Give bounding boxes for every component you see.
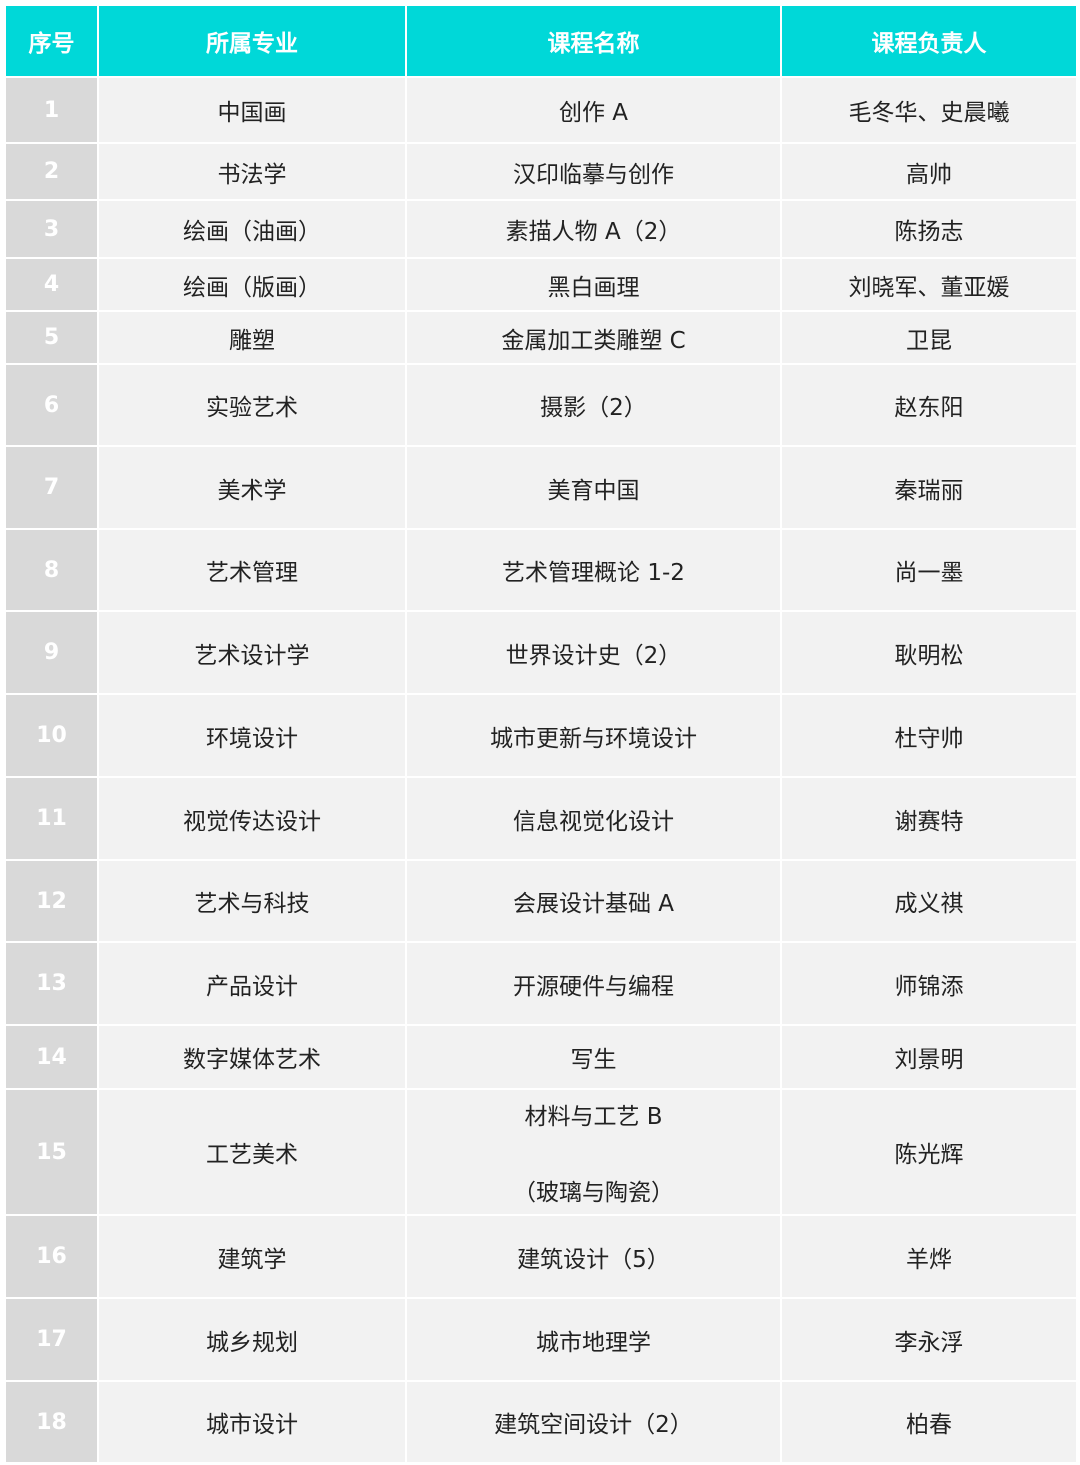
major-cell: 艺术管理 (97, 528, 407, 612)
lead-cell: 成义祺 (780, 859, 1078, 943)
lead-cell: 陈扬志 (780, 199, 1078, 259)
row-index: 5 (4, 310, 99, 365)
lead-cell: 柏春 (780, 1380, 1078, 1464)
lead-cell: 陈光辉 (780, 1088, 1078, 1216)
lead-cell: 毛冬华、史晨曦 (780, 76, 1078, 144)
lead-cell: 尚一墨 (780, 528, 1078, 612)
major-cell: 雕塑 (97, 310, 407, 365)
lead-cell: 师锦添 (780, 941, 1078, 1026)
table-row: 16 建筑学 建筑设计（5） 羊烨 (4, 1214, 1078, 1299)
course-line-2: （玻璃与陶瓷） (513, 1180, 674, 1206)
major-cell: 工艺美术 (97, 1088, 407, 1216)
row-index: 18 (4, 1380, 99, 1464)
major-cell: 城乡规划 (97, 1297, 407, 1382)
row-index: 2 (4, 142, 99, 201)
course-line-1: 材料与工艺 B (524, 1104, 663, 1130)
table-row: 15 工艺美术 材料与工艺 B （玻璃与陶瓷） 陈光辉 (4, 1088, 1078, 1216)
row-index: 14 (4, 1024, 99, 1090)
header-major: 所属专业 (97, 4, 407, 78)
course-cell: 世界设计史（2） (405, 610, 782, 695)
table-row: 11 视觉传达设计 信息视觉化设计 谢赛特 (4, 776, 1078, 861)
major-cell: 绘画（版画） (97, 257, 407, 312)
major-cell: 建筑学 (97, 1214, 407, 1299)
header-lead: 课程负责人 (780, 4, 1078, 78)
course-cell: 创作 A (405, 76, 782, 144)
row-index: 11 (4, 776, 99, 861)
table-row: 13 产品设计 开源硬件与编程 师锦添 (4, 941, 1078, 1026)
table-row: 9 艺术设计学 世界设计史（2） 耿明松 (4, 610, 1078, 695)
table-row: 2 书法学 汉印临摹与创作 高帅 (4, 142, 1078, 201)
course-cell: 黑白画理 (405, 257, 782, 312)
major-cell: 实验艺术 (97, 363, 407, 447)
header-course: 课程名称 (405, 4, 782, 78)
lead-cell: 卫昆 (780, 310, 1078, 365)
course-cell: 摄影（2） (405, 363, 782, 447)
row-index: 17 (4, 1297, 99, 1382)
major-cell: 环境设计 (97, 693, 407, 778)
course-cell: 建筑设计（5） (405, 1214, 782, 1299)
header-index: 序号 (4, 4, 99, 78)
course-cell: 开源硬件与编程 (405, 941, 782, 1026)
lead-cell: 刘晓军、董亚媛 (780, 257, 1078, 312)
course-cell: 艺术管理概论 1-2 (405, 528, 782, 612)
major-cell: 数字媒体艺术 (97, 1024, 407, 1090)
table-row: 6 实验艺术 摄影（2） 赵东阳 (4, 363, 1078, 447)
row-index: 1 (4, 76, 99, 144)
lead-cell: 李永浮 (780, 1297, 1078, 1382)
row-index: 4 (4, 257, 99, 312)
table-row: 4 绘画（版画） 黑白画理 刘晓军、董亚媛 (4, 257, 1078, 312)
row-index: 10 (4, 693, 99, 778)
major-cell: 产品设计 (97, 941, 407, 1026)
row-index: 3 (4, 199, 99, 259)
course-cell: 信息视觉化设计 (405, 776, 782, 861)
table-row: 18 城市设计 建筑空间设计（2） 柏春 (4, 1380, 1078, 1464)
row-index: 7 (4, 445, 99, 530)
course-cell: 汉印临摹与创作 (405, 142, 782, 201)
table-row: 7 美术学 美育中国 秦瑞丽 (4, 445, 1078, 530)
table-row: 14 数字媒体艺术 写生 刘景明 (4, 1024, 1078, 1090)
course-cell: 材料与工艺 B （玻璃与陶瓷） (405, 1088, 782, 1216)
lead-cell: 耿明松 (780, 610, 1078, 695)
course-cell: 金属加工类雕塑 C (405, 310, 782, 365)
header-row: 序号 所属专业 课程名称 课程负责人 (4, 4, 1078, 78)
row-index: 8 (4, 528, 99, 612)
table-row: 12 艺术与科技 会展设计基础 A 成义祺 (4, 859, 1078, 943)
table-row: 5 雕塑 金属加工类雕塑 C 卫昆 (4, 310, 1078, 365)
table-row: 17 城乡规划 城市地理学 李永浮 (4, 1297, 1078, 1382)
major-cell: 艺术与科技 (97, 859, 407, 943)
lead-cell: 谢赛特 (780, 776, 1078, 861)
course-cell: 会展设计基础 A (405, 859, 782, 943)
course-cell: 写生 (405, 1024, 782, 1090)
lead-cell: 羊烨 (780, 1214, 1078, 1299)
major-cell: 书法学 (97, 142, 407, 201)
course-cell: 素描人物 A（2） (405, 199, 782, 259)
course-cell: 美育中国 (405, 445, 782, 530)
lead-cell: 高帅 (780, 142, 1078, 201)
row-index: 9 (4, 610, 99, 695)
major-cell: 美术学 (97, 445, 407, 530)
course-table: 序号 所属专业 课程名称 课程负责人 1 中国画 创作 A 毛冬华、史晨曦 2 书法学 汉印… (4, 4, 1078, 1464)
major-cell: 中国画 (97, 76, 407, 144)
major-cell: 视觉传达设计 (97, 776, 407, 861)
lead-cell: 秦瑞丽 (780, 445, 1078, 530)
course-cell: 建筑空间设计（2） (405, 1380, 782, 1464)
table-row: 1 中国画 创作 A 毛冬华、史晨曦 (4, 76, 1078, 144)
row-index: 15 (4, 1088, 99, 1216)
row-index: 16 (4, 1214, 99, 1299)
row-index: 6 (4, 363, 99, 447)
table-row: 10 环境设计 城市更新与环境设计 杜守帅 (4, 693, 1078, 778)
major-cell: 城市设计 (97, 1380, 407, 1464)
major-cell: 艺术设计学 (97, 610, 407, 695)
lead-cell: 杜守帅 (780, 693, 1078, 778)
course-cell: 城市更新与环境设计 (405, 693, 782, 778)
course-cell: 城市地理学 (405, 1297, 782, 1382)
table-row: 8 艺术管理 艺术管理概论 1-2 尚一墨 (4, 528, 1078, 612)
major-cell: 绘画（油画） (97, 199, 407, 259)
table-row: 3 绘画（油画） 素描人物 A（2） 陈扬志 (4, 199, 1078, 259)
row-index: 13 (4, 941, 99, 1026)
row-index: 12 (4, 859, 99, 943)
lead-cell: 赵东阳 (780, 363, 1078, 447)
lead-cell: 刘景明 (780, 1024, 1078, 1090)
